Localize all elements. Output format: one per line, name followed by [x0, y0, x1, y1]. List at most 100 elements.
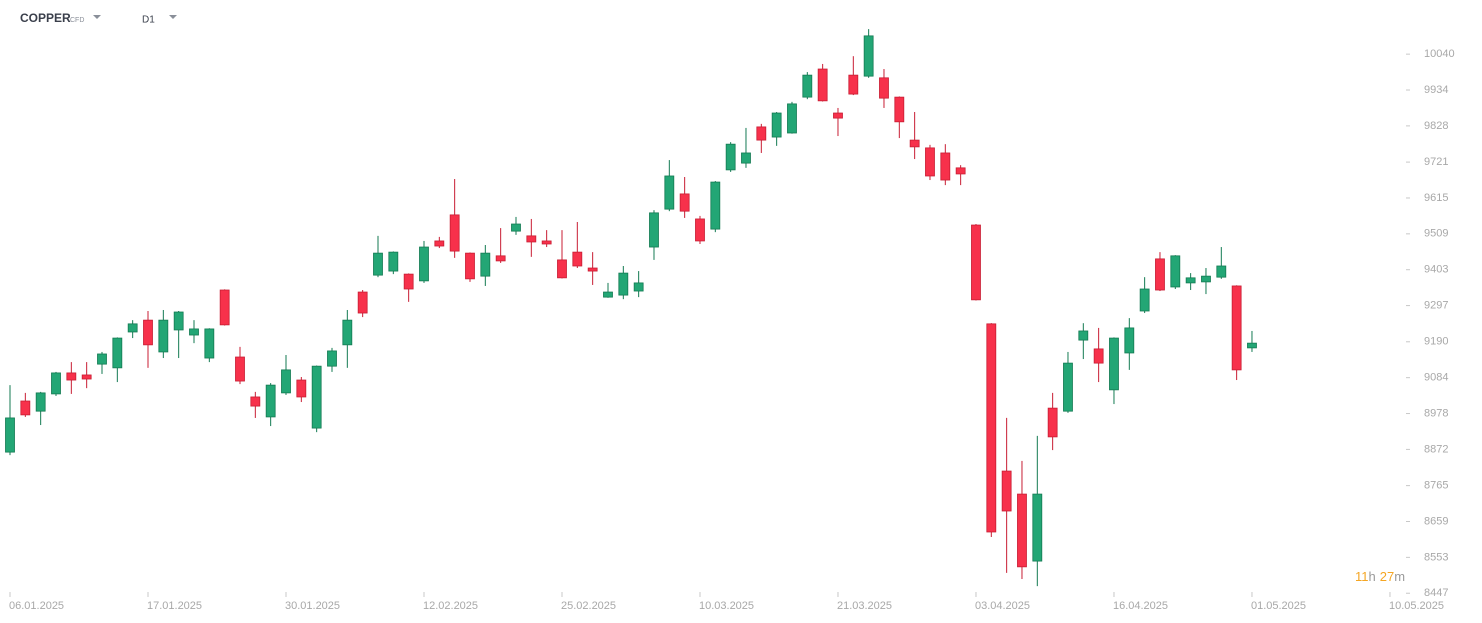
- candle-body: [603, 291, 613, 298]
- candle-body: [281, 369, 291, 394]
- x-tick-label: 12.02.2025: [423, 600, 478, 612]
- countdown-minutes: 27: [1380, 569, 1394, 584]
- candle-body: [679, 193, 690, 212]
- candle-body: [204, 328, 215, 359]
- candle-body: [158, 319, 169, 353]
- candle-body: [465, 252, 475, 280]
- candle-body: [541, 240, 552, 245]
- candle-body: [955, 167, 966, 175]
- candle-body: [1201, 275, 1211, 283]
- candle-body: [1155, 258, 1165, 291]
- candle-body: [649, 212, 659, 248]
- candle-body: [97, 353, 107, 365]
- symbol-selector[interactable]: COPPER CFD: [20, 11, 101, 25]
- y-tick-label: 9084: [1424, 372, 1448, 384]
- y-tick-label: 8765: [1424, 480, 1448, 492]
- candle-body: [480, 252, 491, 277]
- candle-body: [1247, 342, 1257, 349]
- y-tick-label: 9828: [1424, 120, 1448, 132]
- x-tick-label: 10.03.2025: [699, 600, 754, 612]
- y-tick-label: 9190: [1424, 336, 1448, 348]
- candle-body: [725, 143, 736, 171]
- x-tick-label: 16.04.2025: [1113, 600, 1168, 612]
- candle-body: [235, 356, 245, 382]
- y-tick-label: 9297: [1424, 299, 1448, 311]
- candle-body: [925, 147, 935, 177]
- candle-body: [219, 289, 230, 326]
- countdown-hours: 11: [1355, 569, 1369, 584]
- y-tick-label: 9934: [1424, 84, 1448, 96]
- x-tick-label: 17.01.2025: [147, 600, 202, 612]
- candle-body: [1017, 493, 1027, 568]
- countdown-minutes-unit: m: [1394, 569, 1405, 584]
- x-tick-label: 21.03.2025: [837, 600, 892, 612]
- y-tick-label: 9721: [1424, 156, 1448, 168]
- candle-body: [879, 77, 889, 99]
- symbol: COPPER: [20, 11, 71, 25]
- candle-body: [296, 379, 307, 398]
- candle-body: [434, 240, 445, 247]
- x-tick-label: 10.05.2025: [1389, 600, 1444, 612]
- candle-body: [357, 291, 368, 314]
- candle-body: [1063, 362, 1073, 412]
- candle-body: [940, 152, 951, 181]
- candle-body: [1170, 255, 1181, 288]
- candle-body: [127, 323, 138, 333]
- candle-body: [1139, 288, 1150, 312]
- candle-body: [373, 252, 383, 276]
- y-tick-label: 10040: [1424, 48, 1455, 60]
- candle-body: [1216, 265, 1227, 278]
- y-tick-label: 8978: [1424, 407, 1448, 419]
- candle-body: [633, 282, 644, 292]
- timeframe-selector[interactable]: D1: [142, 15, 177, 26]
- candle-body: [495, 255, 506, 262]
- candle-body: [848, 74, 859, 95]
- candle-body: [664, 175, 675, 210]
- candle-body: [1109, 337, 1119, 391]
- candle-body: [756, 126, 767, 141]
- countdown: 11h 27m: [1355, 569, 1405, 584]
- candle-body: [1231, 285, 1242, 371]
- candle-body: [265, 384, 276, 418]
- countdown-hours-unit: h: [1369, 569, 1376, 584]
- x-tick-label: 01.05.2025: [1251, 600, 1306, 612]
- y-tick-label: 9403: [1424, 264, 1448, 276]
- candle-body: [1124, 327, 1135, 354]
- candle-body: [695, 218, 705, 242]
- x-tick-label: 25.02.2025: [561, 600, 616, 612]
- candle-body: [894, 96, 905, 123]
- candle-body: [909, 139, 920, 148]
- candle-body: [388, 251, 399, 272]
- candle-body: [572, 251, 583, 267]
- candle-body: [833, 112, 843, 119]
- candle-body: [342, 319, 353, 346]
- candle-body: [710, 181, 721, 230]
- candle-body: [618, 272, 629, 296]
- candle-body: [327, 350, 337, 367]
- candle-body: [526, 235, 537, 243]
- candle-body: [986, 323, 997, 533]
- candle-body: [557, 259, 567, 279]
- candle-body: [51, 372, 61, 395]
- candle-body: [1078, 330, 1089, 341]
- candle-body: [1032, 493, 1043, 562]
- candle-body: [1001, 470, 1012, 512]
- candle-body: [35, 392, 46, 412]
- candle-body: [66, 372, 77, 381]
- candle-body: [189, 328, 199, 336]
- candle-body: [81, 374, 92, 380]
- y-tick-label: 8659: [1424, 515, 1448, 527]
- dropdown-caret: [93, 15, 101, 19]
- y-tick-label: 9615: [1424, 192, 1448, 204]
- candle-body: [741, 152, 751, 164]
- candle-body: [863, 35, 874, 77]
- candle-body: [587, 267, 598, 272]
- candle-body: [1047, 407, 1058, 438]
- y-tick-label: 8447: [1424, 587, 1448, 599]
- x-tick-label: 06.01.2025: [9, 600, 64, 612]
- instrument-type: CFD: [70, 17, 84, 24]
- candle-body: [403, 273, 414, 290]
- candle-body: [449, 214, 460, 252]
- candle-body: [311, 365, 322, 429]
